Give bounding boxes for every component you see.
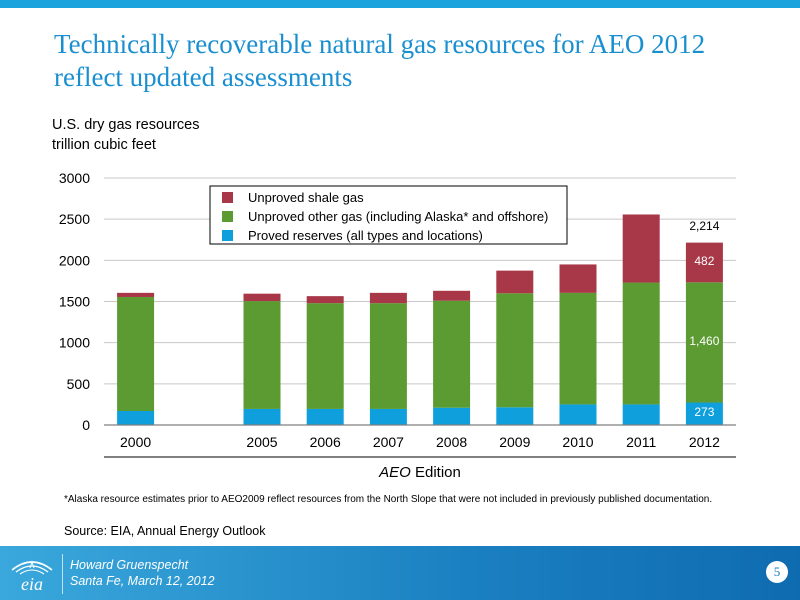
y-tick-label: 500 <box>67 376 91 392</box>
bar-segment <box>559 292 597 405</box>
bar-segment <box>306 296 344 304</box>
x-tick-label: 2010 <box>562 434 593 450</box>
bar-segment <box>559 404 597 425</box>
bar-segment <box>306 303 344 409</box>
bar-segment <box>433 300 471 408</box>
title-line-1: Technically recoverable natural gas reso… <box>54 29 706 59</box>
legend-swatch <box>222 230 233 241</box>
bar-segment <box>496 293 534 408</box>
x-tick-label: 2007 <box>373 434 404 450</box>
bar-segment <box>243 408 281 425</box>
stacked-bar-chart: 0 500 1000 1500 2000 2500 3000 2000 2005 2006 2007… <box>59 170 736 481</box>
bar-segment <box>622 404 660 425</box>
bar-segment <box>117 292 155 297</box>
x-tick-label: 2005 <box>246 434 277 450</box>
data-label-total-2012: 2,214 <box>689 219 719 233</box>
bar-segment <box>433 290 471 301</box>
bar-segment <box>622 282 660 405</box>
bar-segment <box>622 214 660 283</box>
legend-entry: Unproved shale gas <box>248 190 364 205</box>
bar-segment <box>496 270 534 294</box>
y-tick-label: 1000 <box>59 335 90 351</box>
bar-segment <box>369 292 407 304</box>
bar-segment <box>685 242 723 283</box>
chart-units: U.S. dry gas resources trillion cubic fe… <box>52 115 199 155</box>
bar-segment <box>369 408 407 425</box>
footer-divider <box>62 554 63 594</box>
footnote: *Alaska resource estimates prior to AEO2… <box>64 494 713 505</box>
data-label-other-2012: 1,460 <box>689 334 719 348</box>
data-label-shale-2012: 482 <box>694 254 714 268</box>
legend-entry: Unproved other gas (including Alaska* an… <box>248 209 548 224</box>
legend-entry: Proved reserves (all types and locations… <box>248 228 483 243</box>
bar-segment <box>433 407 471 425</box>
bar-segment <box>685 402 723 425</box>
bar-segment <box>369 303 407 409</box>
x-tick-label: 2000 <box>120 434 151 450</box>
source-note: Source: EIA, Annual Energy Outlook <box>64 524 266 538</box>
legend-swatch <box>222 192 233 203</box>
title-line-2: reflect updated assessments <box>54 62 353 92</box>
data-label-proved-2012: 273 <box>694 405 714 419</box>
units-line-2: trillion cubic feet <box>52 137 156 153</box>
presentation-event: Santa Fe, March 12, 2012 <box>70 574 215 588</box>
y-tick-label: 3000 <box>59 170 90 186</box>
bar-segment <box>117 296 155 412</box>
bar-segment <box>559 264 597 293</box>
y-tick-label: 2000 <box>59 252 90 268</box>
x-tick-label: 2012 <box>689 434 720 450</box>
x-tick-label: 2011 <box>626 434 656 450</box>
bar-segment <box>117 411 155 425</box>
page-number: 5 <box>766 561 788 583</box>
units-line-1: U.S. dry gas resources <box>52 117 200 133</box>
footer-bar: eia Howard Gruenspecht Santa Fe, March 1… <box>0 546 800 600</box>
bar-segment <box>243 293 281 302</box>
bar-segment <box>685 282 723 403</box>
slide-title: Technically recoverable natural gas reso… <box>54 28 774 94</box>
x-tick-label: 2008 <box>436 434 467 450</box>
x-tick-label: 2009 <box>499 434 530 450</box>
bar-segment <box>243 301 281 409</box>
eia-logo-icon: eia <box>11 560 53 594</box>
y-tick-label: 1500 <box>59 294 90 310</box>
top-accent-bar <box>0 0 800 8</box>
presenter-info: Howard Gruenspecht Santa Fe, March 12, 2… <box>70 557 215 589</box>
legend-swatch <box>222 211 233 222</box>
x-axis-title: AEO Edition <box>378 464 461 481</box>
y-tick-label: 2500 <box>59 211 90 227</box>
x-tick-label: 2006 <box>310 434 341 450</box>
legend-box <box>209 185 568 245</box>
bar-segment <box>306 408 344 425</box>
bar-segment <box>496 407 534 425</box>
y-tick-label: 0 <box>82 417 90 433</box>
presenter-name: Howard Gruenspecht <box>70 558 189 572</box>
eia-logo-text: eia <box>21 574 43 594</box>
